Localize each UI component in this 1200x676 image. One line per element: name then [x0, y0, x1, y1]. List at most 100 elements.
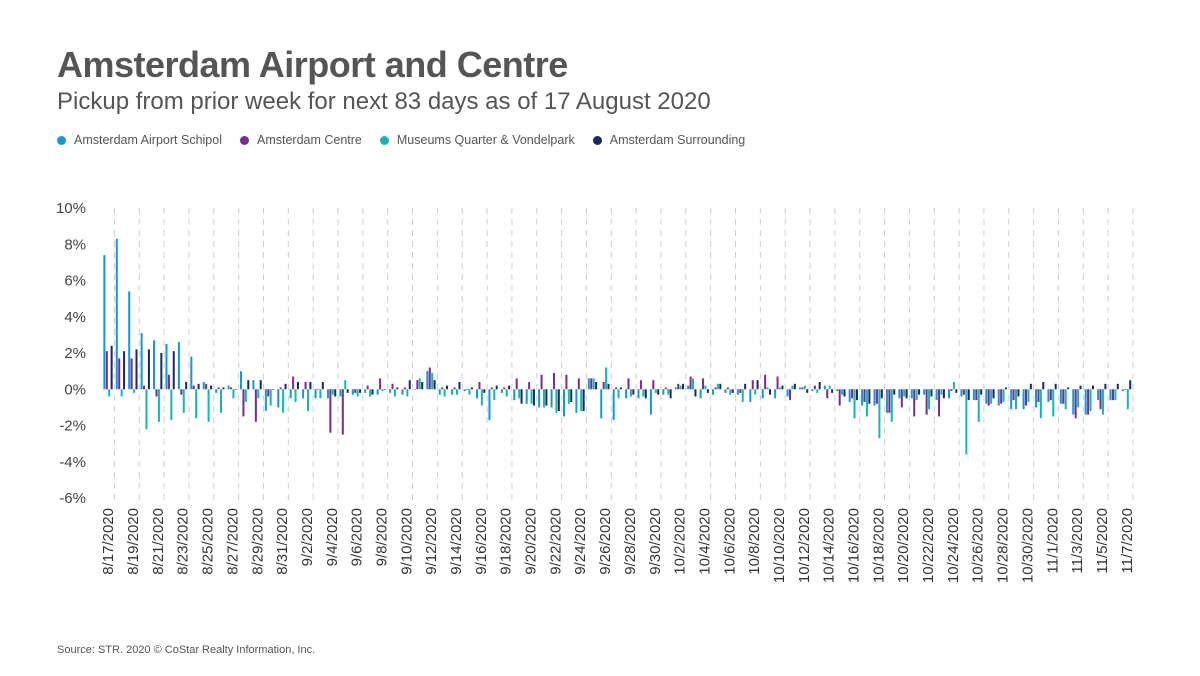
bar — [264, 389, 267, 411]
bar — [997, 389, 1000, 406]
bar — [401, 389, 404, 395]
bar — [898, 389, 901, 399]
bar — [739, 389, 742, 393]
bar — [314, 389, 317, 399]
bar — [240, 371, 243, 390]
bar — [463, 389, 466, 392]
bar — [403, 387, 406, 390]
x-tick-label: 10/2/2020 — [672, 508, 689, 575]
bar — [649, 389, 652, 415]
bar — [428, 367, 431, 390]
x-tick-label: 9/20/2020 — [523, 508, 540, 575]
bar — [786, 389, 789, 397]
bar — [950, 389, 953, 392]
bar — [565, 374, 568, 390]
x-tick-label: 9/8/2020 — [373, 508, 390, 566]
bar — [438, 389, 441, 395]
x-tick-label: 9/2/2020 — [299, 508, 316, 566]
bar — [431, 372, 434, 390]
bar — [955, 389, 958, 393]
bar — [339, 389, 342, 397]
bar — [1059, 389, 1062, 404]
bar — [296, 382, 299, 390]
bar — [607, 383, 610, 390]
bar — [557, 389, 560, 411]
legend-label: Amsterdam Surrounding — [609, 133, 746, 147]
bar — [1121, 389, 1124, 392]
bar — [495, 385, 498, 390]
bar — [642, 389, 645, 397]
bar — [639, 380, 642, 390]
bar — [1062, 389, 1065, 404]
bar — [706, 389, 709, 393]
bar — [806, 389, 809, 393]
bar — [319, 389, 322, 399]
bar — [567, 389, 570, 404]
bar — [838, 389, 841, 406]
bar — [853, 389, 856, 419]
bar — [1091, 385, 1094, 390]
legend-swatch — [57, 135, 66, 145]
x-tick-label: 9/28/2020 — [622, 508, 639, 575]
bar — [960, 389, 963, 397]
bar — [1111, 389, 1114, 401]
bar — [615, 387, 618, 390]
bar — [458, 382, 461, 390]
bar — [1034, 389, 1038, 408]
bar — [257, 389, 260, 399]
bar — [389, 389, 392, 393]
bar — [803, 385, 806, 390]
bar — [818, 382, 821, 390]
bar — [309, 382, 312, 390]
x-tick-label: 11/7/2020 — [1119, 508, 1136, 574]
bar — [925, 389, 928, 415]
bar — [791, 385, 794, 390]
bar — [1109, 389, 1112, 401]
bar — [167, 374, 170, 390]
legend-swatch — [592, 135, 602, 145]
bar — [1129, 380, 1132, 390]
bar — [128, 291, 131, 390]
bar — [570, 389, 573, 402]
bar — [841, 389, 844, 395]
bar — [652, 380, 655, 390]
legend-item: Amsterdam Airport Schipol — [57, 133, 222, 147]
bar — [679, 385, 682, 390]
x-tick-label: 9/16/2020 — [473, 508, 490, 575]
x-tick-label: 8/25/2020 — [200, 508, 217, 575]
bar — [192, 385, 195, 390]
bar — [443, 389, 446, 397]
bar — [1049, 389, 1052, 401]
bar — [855, 389, 858, 401]
bar — [267, 389, 270, 397]
bar — [446, 385, 449, 390]
bar — [202, 382, 205, 390]
bar — [470, 387, 473, 390]
bar — [687, 385, 690, 390]
bar — [284, 383, 287, 390]
bar — [210, 385, 213, 390]
bar — [826, 389, 829, 399]
bar — [282, 389, 285, 413]
bar — [230, 387, 233, 390]
bar — [190, 356, 193, 390]
bar — [863, 389, 866, 402]
bar — [157, 389, 160, 422]
bar — [1114, 389, 1117, 401]
bar — [289, 389, 292, 399]
bar — [888, 389, 891, 413]
bar — [153, 340, 156, 390]
bar — [133, 389, 136, 393]
legend-swatch — [379, 135, 389, 145]
y-tick-label: 2% — [64, 345, 86, 362]
x-tick-label: 10/4/2020 — [696, 508, 713, 575]
y-tick-label: -6% — [59, 490, 86, 507]
bar — [962, 389, 965, 395]
bar — [915, 389, 918, 401]
bar — [617, 389, 620, 399]
bar — [304, 382, 307, 390]
bar — [885, 389, 888, 413]
bar — [540, 374, 543, 390]
bar — [813, 385, 816, 390]
bar — [669, 389, 672, 399]
